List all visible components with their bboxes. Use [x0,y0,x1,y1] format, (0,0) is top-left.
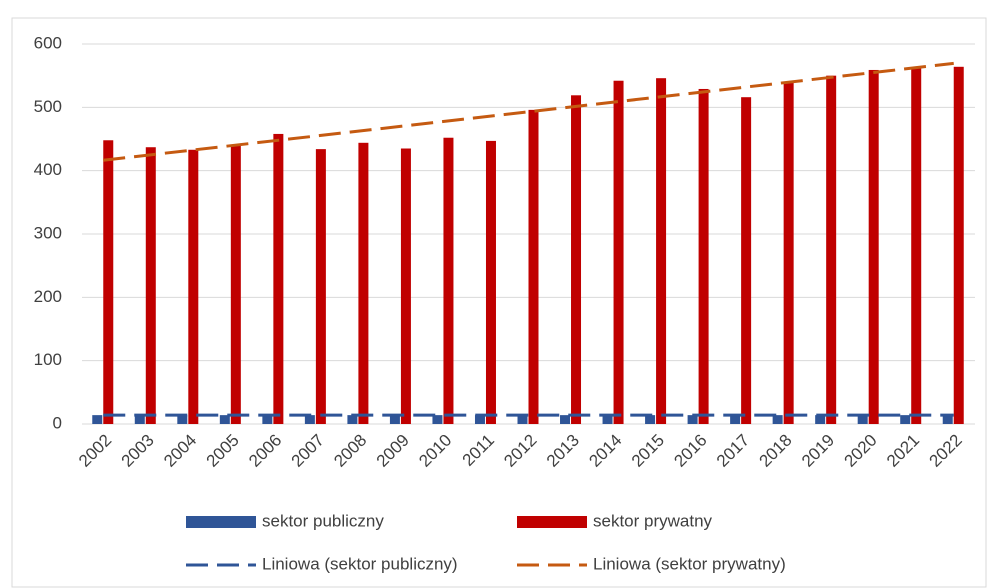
bar [188,149,199,424]
y-tick-label: 200 [34,287,62,306]
x-tick-label: 2009 [373,431,413,471]
bar [432,415,443,424]
y-tick-label: 400 [34,160,62,179]
bar [942,415,953,424]
legend-label: sektor publiczny [262,511,384,530]
legend-label: Liniowa (sektor publiczny) [262,554,458,573]
bar [389,415,400,424]
x-tick-label: 2014 [585,431,625,471]
trend-line [103,61,954,162]
bar [953,66,964,425]
bar [698,88,709,424]
bar [900,415,911,424]
bar [145,147,156,424]
bar [528,109,539,424]
bar [443,137,454,424]
chart-frame [11,17,987,588]
y-tick-label: 100 [34,350,62,369]
bar [826,75,837,425]
bar [517,415,528,424]
x-tick-label: 2017 [713,431,753,471]
bar [857,415,868,424]
bar [315,149,326,424]
legend-label: Liniowa (sektor prywatny) [593,554,786,573]
bar [645,415,656,424]
bar [815,415,826,424]
x-tick-label: 2003 [118,431,158,471]
bar [358,142,369,425]
x-tick-label: 2019 [798,431,838,471]
bar [602,415,613,424]
x-tick-label: 2020 [841,431,881,471]
bar [134,415,145,424]
bar [772,415,783,424]
x-tick-label: 2008 [330,431,370,471]
bar [474,415,485,424]
bar [230,144,241,424]
bar [656,78,667,424]
bar [262,415,273,424]
bar [347,415,358,424]
bar [783,82,794,424]
x-tick-label: 2016 [670,431,710,471]
bar [92,415,103,424]
bar [687,415,698,424]
legend-swatch [186,516,256,528]
bar [177,415,188,424]
bar [103,140,114,424]
x-tick-label: 2004 [160,431,200,471]
x-tick-label: 2002 [75,431,115,471]
x-tick-label: 2005 [203,431,243,471]
bar [560,415,571,424]
bar [273,133,284,424]
bar [868,69,879,424]
legend-label: sektor prywatny [593,511,713,530]
bar [741,97,752,424]
legend-swatch [517,516,587,528]
x-tick-label: 2018 [755,431,795,471]
x-tick-label: 2013 [543,431,583,471]
y-tick-label: 500 [34,97,62,116]
x-tick-label: 2012 [500,431,540,471]
x-tick-label: 2022 [926,431,966,471]
y-tick-label: 0 [53,413,62,432]
x-tick-label: 2007 [288,431,328,471]
bar [911,67,922,424]
y-tick-label: 300 [34,223,62,242]
bar [400,148,411,424]
x-tick-label: 2006 [245,431,285,471]
x-tick-label: 2015 [628,431,668,471]
y-tick-label: 600 [34,33,62,52]
x-tick-label: 2021 [883,431,923,471]
bar [730,415,741,424]
bar [571,95,582,425]
bar [485,140,496,424]
x-tick-label: 2010 [415,431,455,471]
bar [613,80,624,424]
x-tick-label: 2011 [459,431,498,470]
bar [304,415,315,424]
bar [219,415,230,424]
